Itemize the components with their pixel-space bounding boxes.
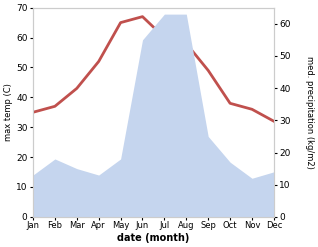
X-axis label: date (month): date (month) [117,233,190,243]
Y-axis label: med. precipitation (kg/m2): med. precipitation (kg/m2) [305,56,314,169]
Y-axis label: max temp (C): max temp (C) [4,83,13,141]
